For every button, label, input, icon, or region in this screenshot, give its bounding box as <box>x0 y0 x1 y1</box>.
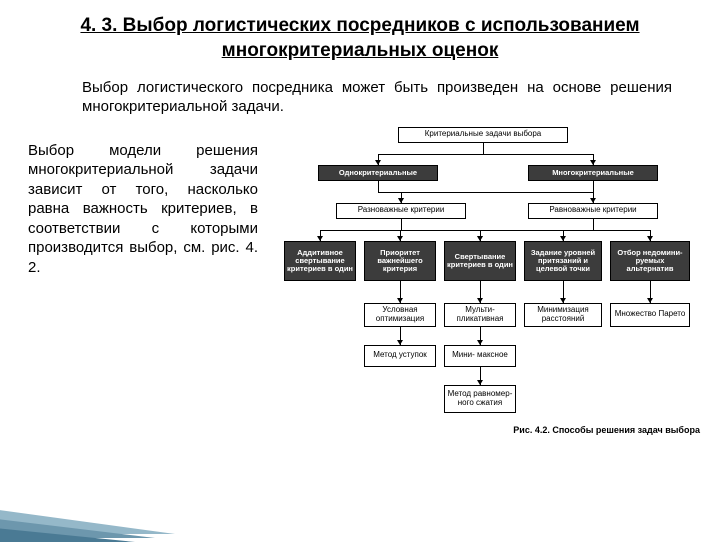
node-l1a: Однокритериальные <box>318 165 438 181</box>
edge <box>401 230 480 231</box>
edge <box>593 219 594 230</box>
edge <box>563 281 564 292</box>
node-l3b: Приоритет важнейшего критерия <box>364 241 436 281</box>
arrow-down-icon <box>397 298 403 303</box>
edge <box>378 192 401 193</box>
node-l2a: Разноважные критерии <box>336 203 466 219</box>
edge <box>378 181 379 192</box>
node-l5b: Мини- максное <box>444 345 516 367</box>
section-title: 4. 3. Выбор логистических посредников с … <box>0 0 720 73</box>
arrow-down-icon <box>590 198 596 203</box>
edge <box>480 327 481 336</box>
edge <box>563 230 593 231</box>
arrow-down-icon <box>560 298 566 303</box>
edge <box>483 154 593 155</box>
figure-caption: Рис. 4.2. Способы решения задач выбора <box>513 425 700 435</box>
edge <box>593 181 594 192</box>
arrow-down-icon <box>397 236 403 241</box>
arrow-down-icon <box>560 236 566 241</box>
content-columns: Выбор модели решения многокритериальной … <box>0 127 720 487</box>
arrow-down-icon <box>398 198 404 203</box>
node-l3c: Свертывание критериев в один <box>444 241 516 281</box>
arrow-down-icon <box>477 298 483 303</box>
node-l4c: Минимизация расстояний <box>524 303 602 327</box>
arrow-down-icon <box>647 236 653 241</box>
node-l4d: Множество Парето <box>610 303 690 327</box>
edge <box>401 219 402 230</box>
arrow-down-icon <box>477 380 483 385</box>
edge <box>480 281 481 292</box>
arrow-down-icon <box>375 160 381 165</box>
node-l6b: Метод равномер- ного сжатия <box>444 385 516 413</box>
edge <box>400 281 401 292</box>
left-paragraph: Выбор модели решения многокритериальной … <box>28 127 268 487</box>
edge <box>378 154 483 155</box>
intro-paragraph: Выбор логистического посредника может бы… <box>0 73 720 127</box>
edge <box>320 230 401 231</box>
edge <box>401 192 593 193</box>
arrow-down-icon <box>477 340 483 345</box>
arrow-down-icon <box>477 236 483 241</box>
node-l3a: Аддитивное свертывание критериев в один <box>284 241 356 281</box>
edge <box>480 367 481 376</box>
edge <box>400 327 401 336</box>
node-l4a: Условная оптимизация <box>364 303 436 327</box>
node-l5a: Метод уступок <box>364 345 436 367</box>
node-l3d: Задание уровней притязаний и целевой точ… <box>524 241 602 281</box>
arrow-down-icon <box>397 340 403 345</box>
edge <box>593 230 650 231</box>
arrow-down-icon <box>647 298 653 303</box>
slide-decoration-wedge <box>0 456 185 546</box>
flowchart-diagram: Рис. 4.2. Способы решения задач выбора К… <box>268 127 720 487</box>
node-l4b: Мульти- пликативная <box>444 303 516 327</box>
arrow-down-icon <box>590 160 596 165</box>
node-l2b: Равноважные критерии <box>528 203 658 219</box>
node-l3e: Отбор недомини- руемых альтернатив <box>610 241 690 281</box>
edge <box>650 281 651 292</box>
arrow-down-icon <box>317 236 323 241</box>
node-root: Критериальные задачи выбора <box>398 127 568 143</box>
edge <box>483 143 484 154</box>
node-l1b: Многокритериальные <box>528 165 658 181</box>
